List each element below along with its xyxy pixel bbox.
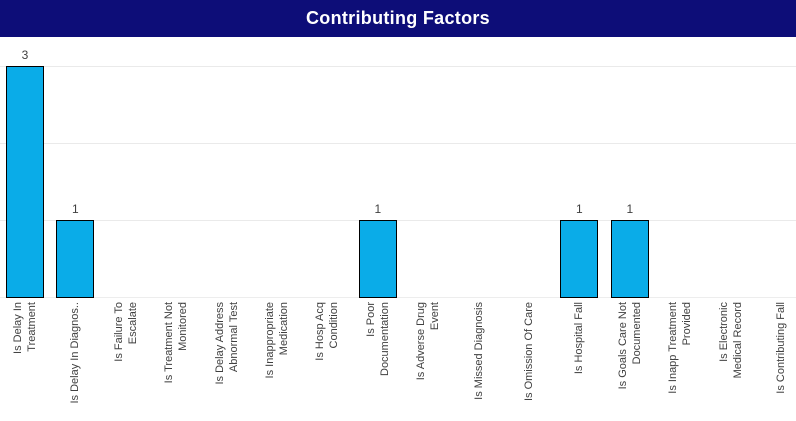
x-axis-label-line: Is Inappropriate <box>264 302 276 379</box>
x-axis-label-text: Is Delay Address Abnormal Test <box>202 302 252 419</box>
x-axis-label: Is Delay Address Abnormal Test <box>202 302 252 421</box>
x-axis-label: Is Omission Of Care <box>504 302 554 421</box>
bar[interactable] <box>358 220 397 298</box>
bar[interactable] <box>560 220 599 298</box>
bar-value-label: 1 <box>72 202 79 216</box>
gridline-1 <box>0 220 796 221</box>
bar-value-label: 3 <box>21 48 29 62</box>
x-axis-label: Is Hospital Fall <box>554 302 604 421</box>
x-axis-label-line: Is Poor <box>364 302 377 337</box>
x-axis-label: Is Delay In Diagnos.. <box>50 302 100 421</box>
bar-value-label: 1 <box>576 202 583 216</box>
x-axis-label-line: Is Inapp Treatment <box>667 302 680 394</box>
chart-title: Contributing Factors <box>306 8 490 28</box>
x-axis-label-line: Provided <box>681 302 694 346</box>
x-axis-label: Is Electronic Medical Record <box>706 302 756 421</box>
x-axis-label-line: Is Hosp Acq <box>314 302 327 361</box>
x-axis-label-line: Is Omission Of Care <box>523 302 535 402</box>
chart-header: Contributing Factors <box>0 0 796 37</box>
x-axis-label-text: Is Inapp Treatment Provided <box>655 302 705 419</box>
x-axis-label-line: Is Missed Diagnosis <box>472 302 485 400</box>
x-axis-label-text: Is Delay In Diagnos.. <box>50 302 100 419</box>
gridline-3 <box>0 66 796 67</box>
x-axis-label-line: Documented <box>630 302 643 365</box>
x-axis-label: Is Adverse Drug Event <box>403 302 453 421</box>
x-axis-label-line: Is Electronic <box>717 302 730 362</box>
bar[interactable] <box>6 66 44 298</box>
x-axis-label-line: Medical Record <box>731 302 744 379</box>
x-axis-label-text: Is Goals Care Not Documented <box>605 302 655 419</box>
x-axis-label-line: Monitored <box>177 302 190 351</box>
x-axis-label: Is Treatment Not Monitored <box>151 302 201 421</box>
x-axis-label-line: Condition <box>328 302 341 349</box>
x-axis-label-line: Medication <box>278 302 290 356</box>
x-axis-label-line: Is Hospital Fall <box>573 302 586 375</box>
plot-area: 3 1 1 1 1 <box>0 37 796 298</box>
bar[interactable] <box>610 220 649 298</box>
x-axis-label-text: Is Electronic Medical Record <box>706 302 756 419</box>
x-axis-label: Is Inappropriate Medication <box>252 302 302 421</box>
x-axis-label: Is Poor Documentation <box>353 302 403 421</box>
x-axis-label: Is Contributing Fall <box>756 302 796 421</box>
x-axis-label-line: Escalate <box>126 302 139 345</box>
x-axis-label-text: Is Omission Of Care <box>504 302 554 419</box>
x-axis-label-text: Is Contributing Fall <box>756 302 796 419</box>
x-axis-label-line: Documentation <box>378 302 391 376</box>
x-axis-label-text: Is Delay In Treatment <box>0 302 50 419</box>
x-axis-label: Is Goals Care Not Documented <box>605 302 655 421</box>
x-axis-label: Is Missed Diagnosis <box>454 302 504 421</box>
x-axis-label-line: Is Delay In Diagnos.. <box>69 302 82 404</box>
x-axis-label-line: Treatment <box>26 302 38 352</box>
x-axis-label-text: Is Failure To Escalate <box>101 302 151 419</box>
x-axis-label-line: Abnormal Test <box>227 302 240 373</box>
x-axis-label-line: Event <box>429 302 442 331</box>
x-axis-label-text: Is Adverse Drug Event <box>403 302 453 419</box>
x-axis-label-text: Is Hospital Fall <box>554 302 604 419</box>
x-axis-label-line: Is Goals Care Not <box>616 302 629 390</box>
bar[interactable] <box>56 220 95 298</box>
x-axis-label: Is Delay In Treatment <box>0 302 50 421</box>
x-axis-line <box>0 297 796 298</box>
x-axis-label: Is Hosp Acq Condition <box>302 302 352 421</box>
x-axis-label: Is Failure To Escalate <box>101 302 151 421</box>
x-axis-label-text: Is Hosp Acq Condition <box>302 302 352 419</box>
gridline-2 <box>0 143 796 144</box>
x-axis-label: Is Inapp Treatment Provided <box>655 302 705 421</box>
x-axis-label-text: Is Treatment Not Monitored <box>151 302 201 419</box>
x-axis-label-text: Is Poor Documentation <box>353 302 403 419</box>
x-axis-label-text: Is Inappropriate Medication <box>252 302 302 419</box>
x-axis-label-line: Is Delay Address <box>213 302 226 385</box>
x-axis-label-line: Is Treatment Not <box>163 302 176 384</box>
x-axis-label-line: Is Failure To <box>112 302 125 362</box>
x-axis-label-text: Is Missed Diagnosis <box>454 302 504 419</box>
bar-value-label: 1 <box>374 202 382 216</box>
x-axis-label-line: Is Adverse Drug <box>415 302 428 381</box>
x-axis-label-line: Is Contributing Fall <box>775 302 787 394</box>
x-axis-labels: Is Delay In Treatment Is Delay In Diagnos.… <box>0 302 796 421</box>
bar-value-label: 1 <box>626 202 634 216</box>
x-axis-label-line: Is Delay In <box>12 302 24 354</box>
